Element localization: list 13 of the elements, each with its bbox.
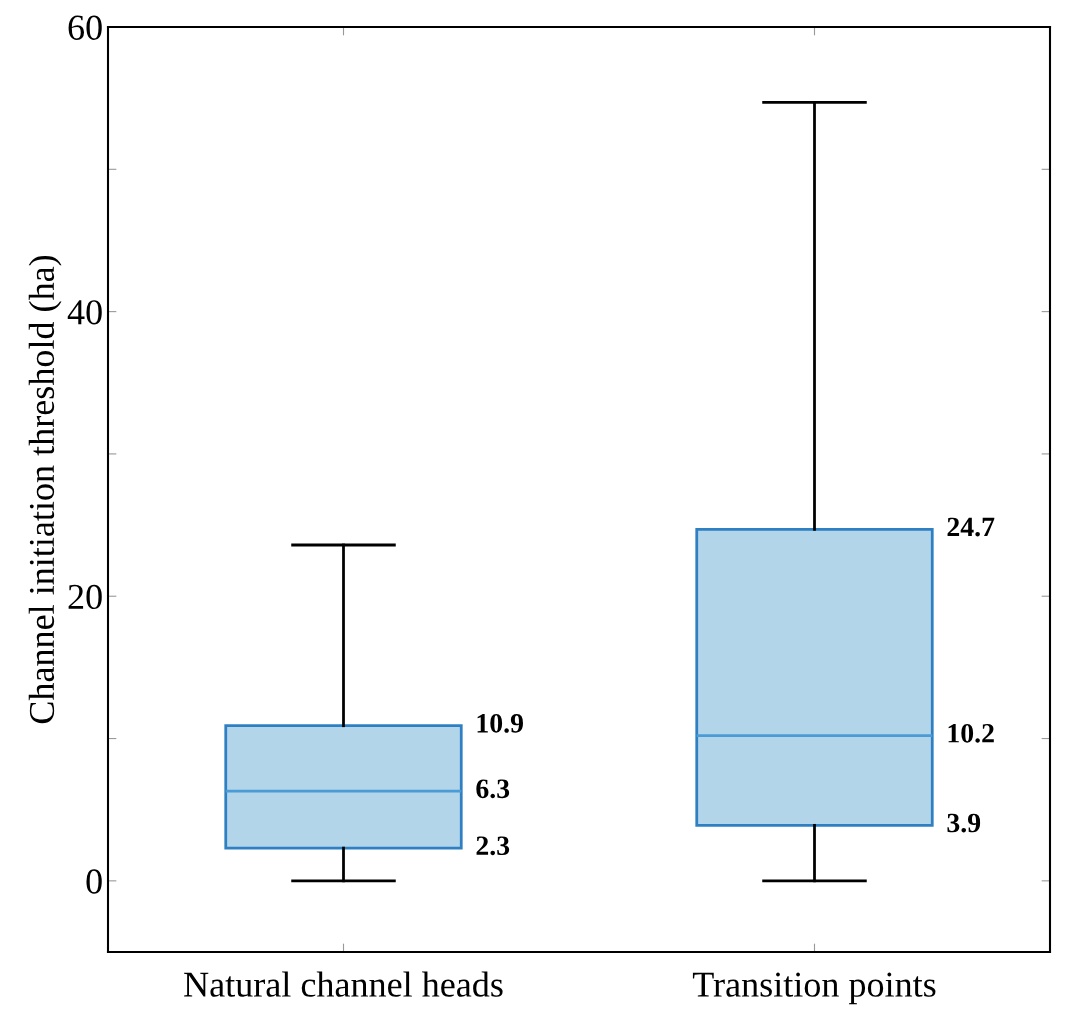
y-tick-label: 0 [86,869,102,894]
y-tick-label: 20 [68,584,102,610]
y-axis-title: Channel initiation threshold (ha) [28,255,62,724]
y-tick-label: 40 [67,300,102,325]
x-tick-label: Transition points [692,972,936,1005]
y-tick-label: 60 [68,15,102,40]
annotation: 10.2 [948,723,994,743]
annotation: 3.9 [947,813,981,833]
annotation: 10.9 [477,713,523,733]
annotation: 24.7 [947,517,995,537]
annotation: 6.3 [476,779,510,799]
x-tick-label: Natural channel heads [184,971,503,997]
annotation: 2.3 [476,836,510,856]
